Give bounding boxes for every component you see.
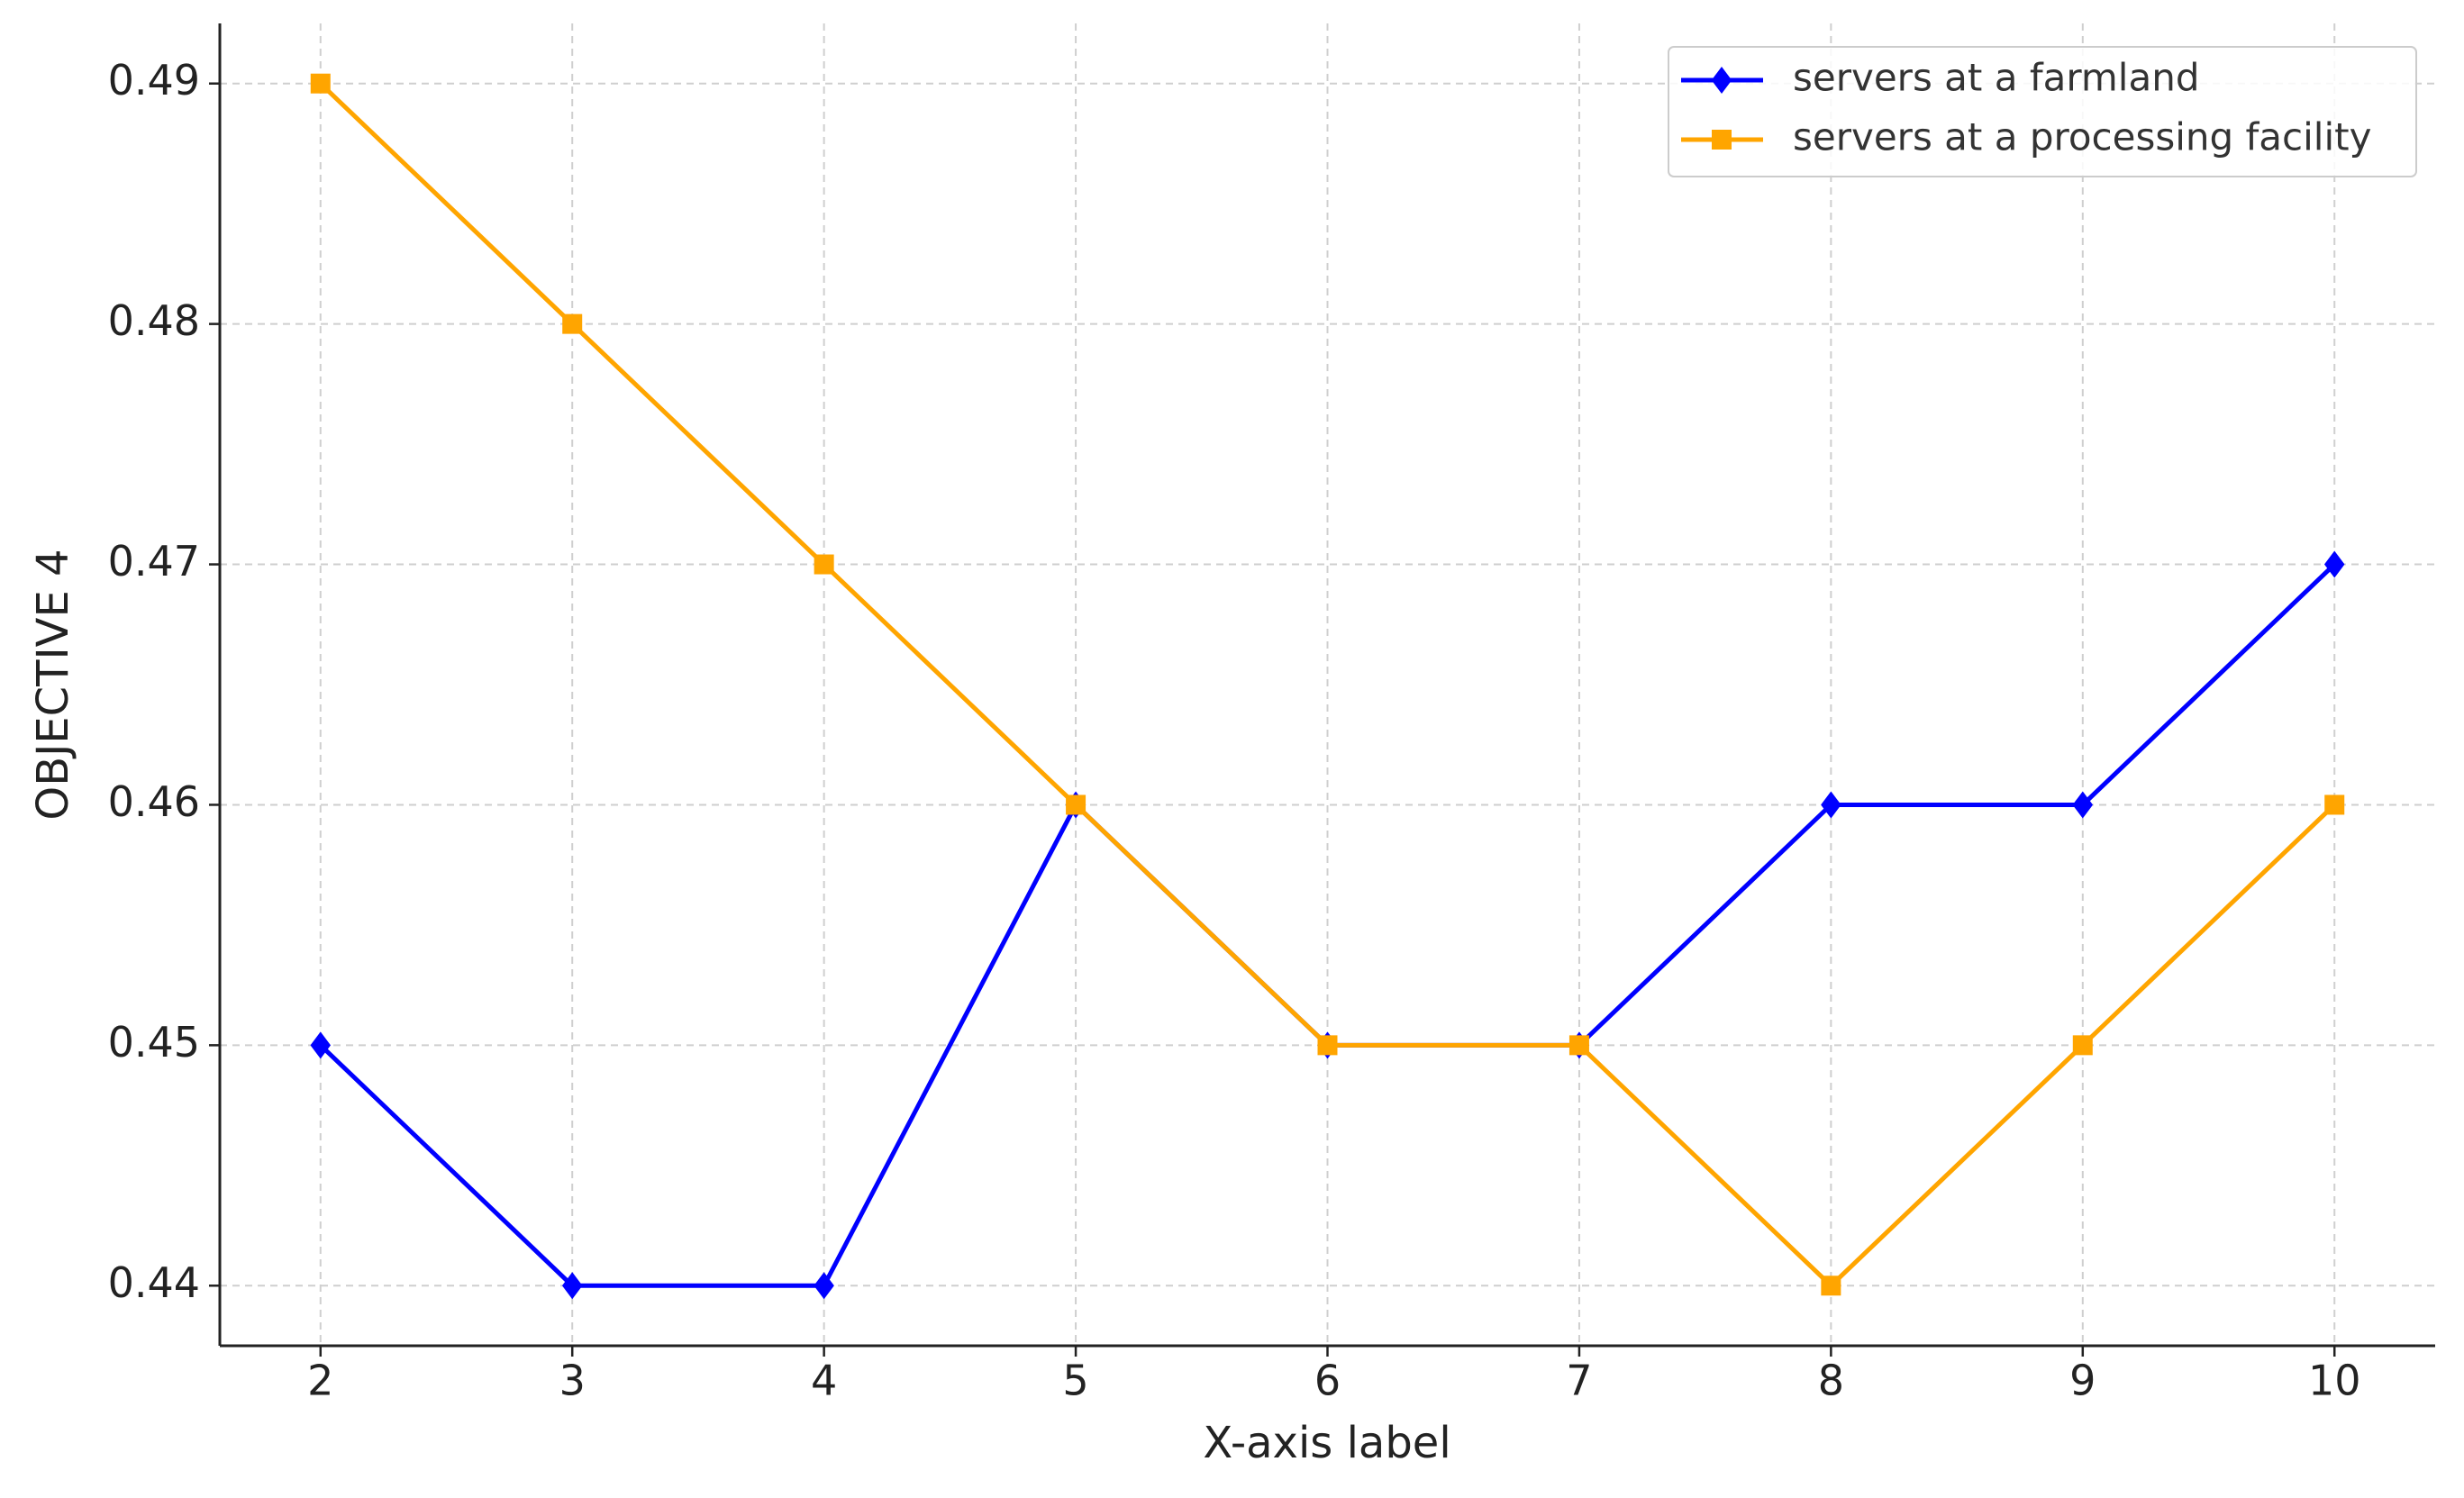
y-tick-label: 0.44 bbox=[108, 1258, 200, 1307]
marker bbox=[1712, 130, 1732, 150]
legend: servers at a farmland servers at a proces… bbox=[1668, 46, 2417, 177]
marker bbox=[310, 73, 331, 94]
y-tick-label: 0.45 bbox=[108, 1018, 200, 1067]
marker bbox=[1317, 1035, 1338, 1056]
marker bbox=[2072, 1035, 2093, 1056]
x-tick-label: 6 bbox=[1314, 1357, 1341, 1405]
marker bbox=[1821, 791, 1841, 819]
x-tick-label: 9 bbox=[2069, 1357, 2096, 1405]
marker bbox=[814, 1272, 834, 1300]
legend-label: servers at a farmland bbox=[1793, 56, 2199, 100]
y-tick-label: 0.48 bbox=[108, 296, 200, 345]
y-tick-label: 0.49 bbox=[108, 56, 200, 104]
marker bbox=[562, 313, 583, 334]
marker bbox=[1821, 1276, 1841, 1296]
marker bbox=[2323, 550, 2345, 578]
marker bbox=[310, 1031, 332, 1059]
y-tick-label: 0.47 bbox=[108, 537, 200, 586]
x-tick-label: 7 bbox=[1566, 1357, 1592, 1405]
marker bbox=[1711, 67, 1732, 94]
x-axis-label: X-axis label bbox=[1203, 1418, 1450, 1468]
x-tick-label: 5 bbox=[1062, 1357, 1088, 1405]
marker bbox=[814, 554, 834, 575]
marker bbox=[1568, 1035, 1589, 1056]
legend-box bbox=[1668, 46, 2417, 177]
x-tick-label: 3 bbox=[559, 1357, 586, 1405]
marker bbox=[1066, 794, 1087, 815]
marker bbox=[2324, 794, 2345, 815]
y-tick-label: 0.46 bbox=[108, 777, 200, 826]
y-axis-label: OBJECTIVE 4 bbox=[28, 549, 78, 820]
marker bbox=[2072, 791, 2094, 819]
legend-label: servers at a processing facility bbox=[1793, 115, 2371, 159]
x-tick-label: 2 bbox=[307, 1357, 333, 1405]
x-tick-label: 4 bbox=[811, 1357, 837, 1405]
marker bbox=[561, 1272, 583, 1300]
x-tick-label: 8 bbox=[1818, 1357, 1844, 1405]
x-tick-label: 10 bbox=[2308, 1357, 2361, 1405]
